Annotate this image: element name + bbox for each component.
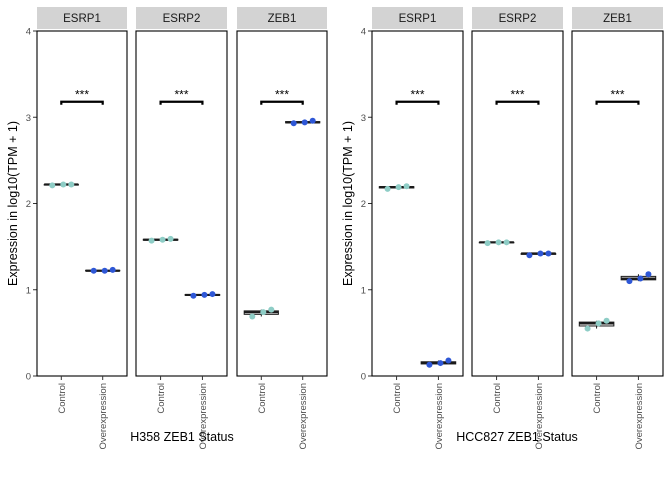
control-point	[603, 317, 610, 324]
control-point	[159, 236, 166, 243]
overexpression-point	[190, 292, 197, 299]
significance-bracket	[495, 100, 540, 105]
control-point	[484, 240, 491, 247]
panel-frame	[371, 30, 464, 377]
control-point	[249, 313, 256, 320]
y-axis-title: Expression in log10(TPM + 1)	[6, 121, 20, 286]
overexpression-point	[290, 120, 297, 127]
x-tick-label: Control	[57, 383, 68, 414]
y-tick-label: 4	[26, 27, 31, 38]
control-point	[403, 183, 410, 190]
overexpression-point	[90, 267, 97, 274]
overexpression-point	[626, 278, 633, 285]
facet-label: ZEB1	[603, 13, 632, 25]
overexpression-point	[209, 291, 216, 298]
facet-strip	[237, 7, 327, 29]
control-point	[584, 325, 591, 332]
overexpression-point	[309, 117, 316, 124]
significance-label: ***	[174, 88, 188, 102]
control-point	[595, 320, 602, 327]
overexpression-point	[301, 119, 308, 126]
y-tick-label: 1	[26, 285, 31, 296]
x-tick-label: Overexpression	[634, 383, 645, 450]
overexpression-point	[645, 271, 652, 278]
control-point	[395, 184, 402, 191]
facet-label: ESRP2	[499, 13, 537, 25]
overexpression-point	[101, 267, 108, 274]
y-tick-label: 1	[361, 285, 366, 296]
overexpression-point	[437, 360, 444, 367]
x-tick-label: Control	[592, 383, 603, 414]
overexpression-point	[526, 252, 533, 259]
x-tick-label: Overexpression	[534, 383, 545, 450]
overexpression-point	[637, 275, 644, 282]
significance-label: ***	[410, 88, 424, 102]
overexpression-point	[109, 266, 116, 273]
control-point	[260, 309, 267, 316]
y-tick-label: 0	[26, 372, 31, 383]
panel-frame	[135, 30, 228, 377]
significance-bracket	[595, 100, 640, 105]
overexpression-point	[445, 357, 452, 364]
facet-label: ZEB1	[268, 13, 297, 25]
significance-label: ***	[275, 88, 289, 102]
x-axis-title: HCC827 ZEB1 Status	[456, 430, 578, 444]
x-axis-title: H358 ZEB1 Status	[130, 430, 234, 444]
y-tick-label: 3	[26, 113, 31, 124]
x-tick-label: Control	[156, 383, 167, 414]
x-tick-label: Overexpression	[198, 383, 209, 450]
significance-bracket	[60, 100, 104, 105]
x-tick-label: Overexpression	[298, 383, 309, 450]
y-tick-label: 2	[361, 199, 366, 210]
significance-bracket	[159, 100, 204, 105]
control-point	[384, 185, 391, 192]
facet-label: ESRP1	[63, 13, 101, 25]
control-point	[49, 182, 56, 189]
facet-strip	[136, 7, 227, 29]
control-point	[60, 181, 67, 188]
facet-strip	[37, 7, 127, 29]
control-point	[503, 239, 510, 246]
control-point	[167, 235, 174, 242]
panel-frame	[571, 30, 664, 377]
y-tick-label: 0	[361, 372, 366, 383]
significance-bracket	[260, 100, 304, 105]
significance-label: ***	[75, 88, 89, 102]
panel-frame	[36, 30, 128, 377]
x-tick-label: Overexpression	[98, 383, 109, 450]
control-point	[148, 237, 155, 244]
facet-label: ESRP2	[163, 13, 201, 25]
y-axis-title: Expression in log10(TPM + 1)	[341, 121, 355, 286]
control-point	[495, 239, 502, 246]
facet-strip	[372, 7, 463, 29]
overexpression-point	[426, 361, 433, 368]
control-point	[68, 181, 75, 188]
y-tick-label: 2	[26, 199, 31, 210]
overexpression-point	[201, 291, 208, 298]
x-tick-label: Control	[392, 383, 403, 414]
facet-strip	[572, 7, 663, 29]
facet-strip	[472, 7, 563, 29]
y-tick-label: 4	[361, 27, 366, 38]
significance-bracket	[395, 100, 440, 105]
control-point	[268, 306, 275, 313]
panel-frame	[236, 30, 328, 377]
panel-frame	[471, 30, 564, 377]
significance-label: ***	[510, 88, 524, 102]
x-tick-label: Overexpression	[434, 383, 445, 450]
overexpression-point	[545, 250, 552, 257]
overexpression-point	[537, 250, 544, 257]
facet-label: ESRP1	[399, 13, 437, 25]
y-tick-label: 3	[361, 113, 366, 124]
x-tick-label: Control	[257, 383, 268, 414]
significance-label: ***	[610, 88, 624, 102]
x-tick-label: Control	[492, 383, 503, 414]
